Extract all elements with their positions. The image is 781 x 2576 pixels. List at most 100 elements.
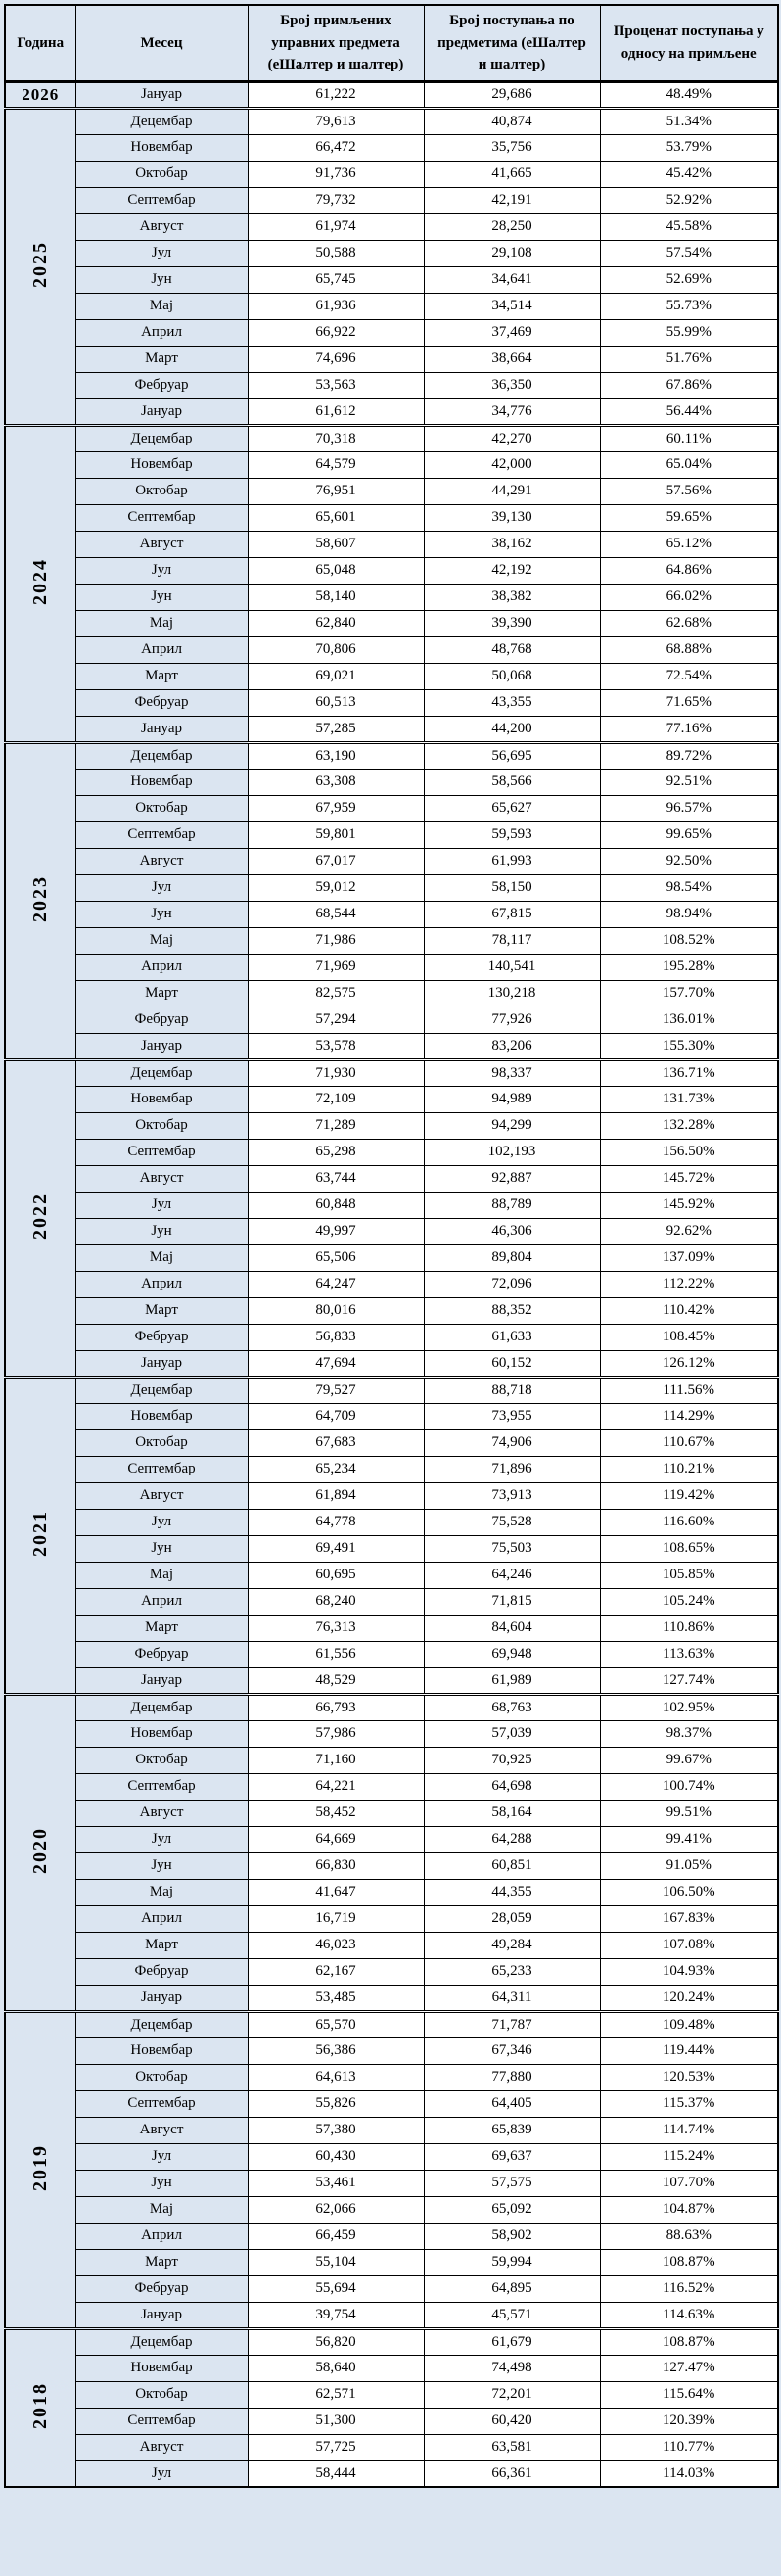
received-cell: 71,160 — [247, 1746, 425, 1774]
table-row: 2025 Децембар 79,613 40,874 51.34% — [4, 106, 779, 426]
received-cell: 64,709 — [247, 1402, 425, 1430]
month-cell: Децембар — [74, 106, 249, 135]
percent-cell: 116.52% — [599, 2274, 779, 2303]
percent-cell: 115.24% — [599, 2142, 779, 2171]
year-cell: 2024 — [4, 423, 76, 743]
percent-cell: 66.02% — [599, 583, 779, 611]
percent-cell: 98.94% — [599, 900, 779, 928]
received-cell: 59,801 — [247, 820, 425, 849]
month-cell: Децембар — [74, 2009, 249, 2038]
table-row: Јануар 53,485 64,311 120.24% — [5, 1984, 779, 2012]
received-cell: 16,719 — [247, 1904, 425, 1933]
percent-cell: 106.50% — [599, 1878, 779, 1906]
received-cell: 61,936 — [247, 292, 425, 320]
col-header-processed: Број поступања по предметима (еШалтер и … — [423, 4, 601, 83]
processed-cell: 61,679 — [423, 2326, 601, 2356]
month-cell: Фебруар — [74, 1323, 249, 1351]
month-cell: Јул — [74, 1508, 249, 1536]
processed-cell: 71,815 — [423, 1587, 601, 1616]
processed-cell: 140,541 — [423, 953, 601, 981]
month-cell: Април — [74, 1904, 249, 1933]
received-cell: 79,613 — [247, 106, 425, 135]
statistics-table: Година Месец Број примљених управних пре… — [4, 4, 779, 2488]
month-cell: Септембар — [74, 1772, 249, 1801]
percent-cell: 88.63% — [599, 2222, 779, 2250]
received-cell: 69,021 — [247, 662, 425, 690]
month-cell: Октобар — [74, 2063, 249, 2091]
month-cell: Август — [74, 212, 249, 241]
table-row: Јул 65,048 42,192 64.86% — [5, 556, 779, 585]
percent-cell: 48.49% — [599, 80, 779, 109]
processed-cell: 68,763 — [423, 1692, 601, 1721]
percent-cell: 110.42% — [599, 1296, 779, 1325]
year-label: 2019 — [28, 2143, 51, 2191]
received-cell: 64,669 — [247, 1825, 425, 1853]
percent-cell: 52.92% — [599, 186, 779, 214]
table-row: Март 80,016 88,352 110.42% — [5, 1296, 779, 1325]
received-cell: 63,190 — [247, 740, 425, 770]
processed-cell: 64,311 — [423, 1984, 601, 2012]
percent-cell: 110.21% — [599, 1455, 779, 1483]
month-cell: Јун — [74, 900, 249, 928]
received-cell: 64,221 — [247, 1772, 425, 1801]
table-row: Јул 64,669 64,288 99.41% — [5, 1825, 779, 1853]
received-cell: 48,529 — [247, 1666, 425, 1695]
received-cell: 58,140 — [247, 583, 425, 611]
table-row: Август 58,452 58,164 99.51% — [5, 1799, 779, 1827]
month-cell: Август — [74, 2433, 249, 2461]
received-cell: 65,506 — [247, 1243, 425, 1272]
table-row: Мај 60,695 64,246 105.85% — [5, 1561, 779, 1589]
processed-cell: 64,895 — [423, 2274, 601, 2303]
percent-cell: 98.37% — [599, 1719, 779, 1748]
received-cell: 66,459 — [247, 2222, 425, 2250]
table-row: Септембар 65,298 102,193 156.50% — [5, 1138, 779, 1166]
table-row: 2023 Децембар 63,190 56,695 89.72% — [4, 740, 779, 1060]
percent-cell: 57.54% — [599, 239, 779, 267]
month-cell: Март — [74, 662, 249, 690]
month-cell: Децембар — [74, 1692, 249, 1721]
received-cell: 71,969 — [247, 953, 425, 981]
processed-cell: 57,575 — [423, 2169, 601, 2197]
percent-cell: 105.85% — [599, 1561, 779, 1589]
year-label: 2025 — [28, 240, 51, 288]
received-cell: 71,930 — [247, 1057, 425, 1087]
received-cell: 68,240 — [247, 1587, 425, 1616]
month-cell: Август — [74, 2116, 249, 2144]
received-cell: 55,104 — [247, 2248, 425, 2276]
month-cell: Јул — [74, 873, 249, 902]
processed-cell: 44,291 — [423, 477, 601, 505]
processed-cell: 130,218 — [423, 979, 601, 1007]
processed-cell: 67,346 — [423, 2037, 601, 2065]
table-row: Април 64,247 72,096 112.22% — [5, 1270, 779, 1298]
table-row: Јул 59,012 58,150 98.54% — [5, 873, 779, 902]
processed-cell: 84,604 — [423, 1614, 601, 1642]
processed-cell: 60,152 — [423, 1349, 601, 1378]
month-cell: Јул — [74, 1825, 249, 1853]
table-row: Јануар 61,612 34,776 56.44% — [5, 398, 779, 426]
table-row: 2020 Децембар 66,793 68,763 102.95% — [4, 1692, 779, 2012]
year-label: 2024 — [28, 557, 51, 605]
month-cell: Јул — [74, 556, 249, 585]
table-row: 2026 Јануар 61,222 29,686 48.49% — [4, 80, 779, 109]
processed-cell: 43,355 — [423, 688, 601, 717]
percent-cell: 92.51% — [599, 768, 779, 796]
processed-cell: 64,698 — [423, 1772, 601, 1801]
percent-cell: 145.72% — [599, 1164, 779, 1193]
month-cell: Септембар — [74, 2089, 249, 2118]
received-cell: 63,744 — [247, 1164, 425, 1193]
percent-cell: 127.47% — [599, 2354, 779, 2382]
percent-cell: 114.63% — [599, 2301, 779, 2329]
received-cell: 62,066 — [247, 2195, 425, 2224]
month-cell: Новембар — [74, 133, 249, 162]
month-cell: Новембар — [74, 1085, 249, 1113]
month-cell: Мај — [74, 1561, 249, 1589]
percent-cell: 120.39% — [599, 2407, 779, 2435]
table-row: Новембар 56,386 67,346 119.44% — [5, 2037, 779, 2065]
received-cell: 64,778 — [247, 1508, 425, 1536]
received-cell: 66,472 — [247, 133, 425, 162]
table-row: Мај 71,986 78,117 108.52% — [5, 926, 779, 955]
processed-cell: 50,068 — [423, 662, 601, 690]
processed-cell: 29,108 — [423, 239, 601, 267]
received-cell: 53,485 — [247, 1984, 425, 2012]
received-cell: 62,840 — [247, 609, 425, 637]
